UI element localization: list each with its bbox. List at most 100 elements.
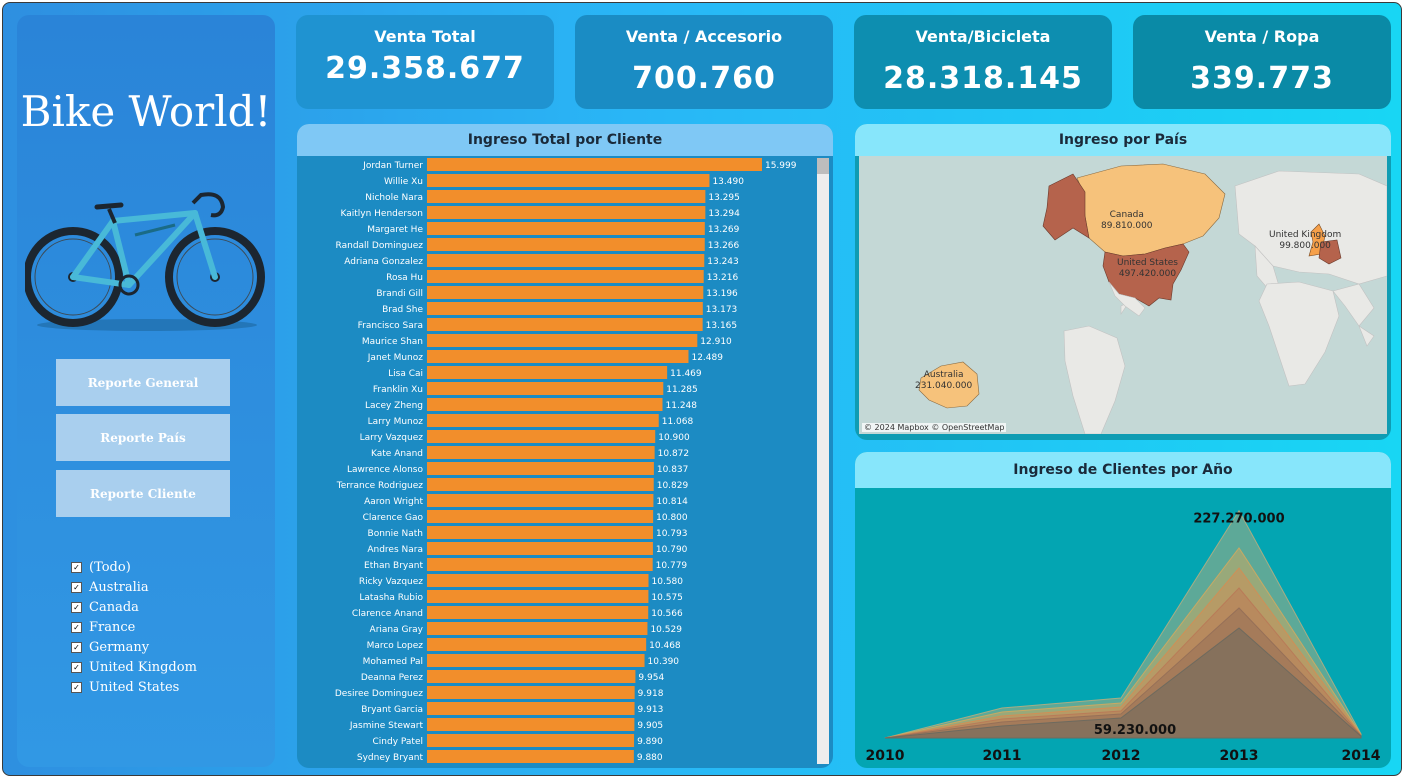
checkbox-checked-icon[interactable]: ✓ bbox=[71, 661, 82, 673]
bar-value-label: 12.910 bbox=[700, 337, 732, 347]
checkbox-checked-icon[interactable]: ✓ bbox=[71, 581, 82, 593]
filter-item[interactable]: ✓ Germany bbox=[71, 637, 197, 657]
reporte-cliente-button[interactable]: Reporte Cliente bbox=[56, 470, 230, 517]
map-label-canada: Canada 89.810.000 bbox=[1101, 210, 1153, 232]
customer-revenue-panel: Ingreso Total por Cliente Jordan Turner 1… bbox=[297, 124, 833, 768]
bar[interactable] bbox=[427, 350, 689, 363]
bar-category-label: Janet Munoz bbox=[367, 353, 423, 363]
bar-category-label: Ethan Bryant bbox=[364, 561, 423, 571]
bar[interactable] bbox=[427, 414, 659, 427]
bar-value-label: 10.790 bbox=[656, 545, 688, 555]
bar[interactable] bbox=[427, 430, 656, 443]
bar[interactable] bbox=[427, 478, 654, 491]
bar[interactable] bbox=[427, 462, 654, 475]
bar[interactable] bbox=[427, 558, 653, 571]
region-value: 497.420.000 bbox=[1118, 269, 1177, 279]
bar-category-label: Terrance Rodriguez bbox=[336, 481, 424, 491]
bar-category-label: Adriana Gonzalez bbox=[344, 257, 423, 267]
bar[interactable] bbox=[427, 302, 703, 315]
country-map-panel: Ingreso por País bbox=[855, 124, 1391, 440]
bar[interactable] bbox=[427, 382, 664, 395]
filter-item[interactable]: ✓ Australia bbox=[71, 577, 197, 597]
bar[interactable] bbox=[427, 574, 649, 587]
bar[interactable] bbox=[427, 318, 703, 331]
checkbox-checked-icon[interactable]: ✓ bbox=[71, 681, 82, 693]
checkbox-checked-icon[interactable]: ✓ bbox=[71, 641, 82, 653]
bar[interactable] bbox=[427, 398, 663, 411]
bar[interactable] bbox=[427, 590, 649, 603]
bar-category-label: Mohamed Pal bbox=[363, 657, 423, 667]
bar[interactable] bbox=[427, 718, 635, 731]
bar-value-label: 10.575 bbox=[651, 593, 683, 603]
bar[interactable] bbox=[427, 654, 645, 667]
bar[interactable] bbox=[427, 270, 704, 283]
filter-label: United Kingdom bbox=[89, 659, 197, 675]
bar[interactable] bbox=[427, 542, 653, 555]
bar[interactable] bbox=[427, 366, 668, 379]
bar[interactable] bbox=[427, 638, 647, 651]
bar-value-label: 13.196 bbox=[706, 289, 738, 299]
scrollbar-thumb[interactable] bbox=[817, 158, 829, 174]
reporte-pais-button[interactable]: Reporte País bbox=[56, 414, 230, 461]
panel-title: Ingreso Total por Cliente bbox=[297, 124, 833, 156]
sidebar: Bike World! bbox=[17, 15, 275, 767]
bar[interactable] bbox=[427, 206, 706, 219]
bar[interactable] bbox=[427, 622, 648, 635]
checkbox-checked-icon[interactable]: ✓ bbox=[71, 561, 82, 573]
filter-label: Canada bbox=[89, 599, 139, 615]
filter-item[interactable]: ✓ Canada bbox=[71, 597, 197, 617]
reporte-general-button[interactable]: Reporte General bbox=[56, 359, 230, 406]
bar-category-label: Aaron Wright bbox=[364, 497, 423, 507]
bar-value-label: 10.800 bbox=[656, 513, 688, 523]
bar-category-label: Brad She bbox=[382, 305, 423, 315]
filter-label: Germany bbox=[89, 639, 150, 655]
bar-value-label: 10.837 bbox=[657, 465, 689, 475]
filter-item[interactable]: ✓ United Kingdom bbox=[71, 657, 197, 677]
bar-value-label: 13.269 bbox=[708, 225, 740, 235]
map-credit[interactable]: © 2024 Mapbox © OpenStreetMap bbox=[862, 423, 1007, 432]
bar[interactable] bbox=[427, 494, 654, 507]
filter-item[interactable]: ✓ United States bbox=[71, 677, 197, 697]
bar[interactable] bbox=[427, 734, 635, 747]
region-value: 231.040.000 bbox=[915, 381, 973, 391]
country-filter: ✓ (Todo) ✓ Australia ✓ Canada ✓ France ✓ Germ… bbox=[71, 557, 197, 697]
bar[interactable] bbox=[427, 158, 762, 171]
bar-value-label: 13.216 bbox=[707, 273, 739, 283]
bar[interactable] bbox=[427, 510, 654, 523]
bar[interactable] bbox=[427, 222, 705, 235]
filter-item[interactable]: ✓ (Todo) bbox=[71, 557, 197, 577]
area-series[interactable] bbox=[884, 627, 1362, 739]
bar[interactable] bbox=[427, 174, 710, 187]
bar-value-label: 10.793 bbox=[656, 529, 688, 539]
checkbox-checked-icon[interactable]: ✓ bbox=[71, 601, 82, 613]
bar-category-label: Cindy Patel bbox=[373, 737, 424, 747]
kpi-value: 339.773 bbox=[1190, 61, 1334, 96]
filter-item[interactable]: ✓ France bbox=[71, 617, 197, 637]
bar[interactable] bbox=[427, 190, 706, 203]
scrollbar[interactable] bbox=[817, 158, 829, 764]
bar-value-label: 10.779 bbox=[656, 561, 688, 571]
bar[interactable] bbox=[427, 238, 705, 251]
bar[interactable] bbox=[427, 670, 636, 683]
bar[interactable] bbox=[427, 446, 655, 459]
bar[interactable] bbox=[427, 750, 634, 763]
bar[interactable] bbox=[427, 286, 704, 299]
bar-value-label: 10.900 bbox=[658, 433, 690, 443]
bar[interactable] bbox=[427, 686, 635, 699]
checkbox-checked-icon[interactable]: ✓ bbox=[71, 621, 82, 633]
world-map[interactable]: Canada 89.810.000 United States 497.420.… bbox=[859, 156, 1387, 434]
bar[interactable] bbox=[427, 254, 705, 267]
map-region-australia bbox=[918, 361, 980, 409]
region-name: United Kingdom bbox=[1269, 230, 1342, 240]
world-map-shapes bbox=[918, 163, 1387, 434]
yearly-revenue-panel: Ingreso de Clientes por Año 227.270.000 5… bbox=[855, 452, 1391, 768]
bar-value-label: 10.829 bbox=[657, 481, 689, 491]
bar[interactable] bbox=[427, 526, 653, 539]
bar[interactable] bbox=[427, 606, 649, 619]
bar-value-label: 9.954 bbox=[638, 673, 664, 683]
bar[interactable] bbox=[427, 334, 698, 347]
kpi-title: Venta / Ropa bbox=[1204, 27, 1320, 46]
x-tick-label: 2013 bbox=[1220, 748, 1259, 764]
bar[interactable] bbox=[427, 702, 635, 715]
bar-category-label: Lacey Zheng bbox=[365, 401, 423, 411]
